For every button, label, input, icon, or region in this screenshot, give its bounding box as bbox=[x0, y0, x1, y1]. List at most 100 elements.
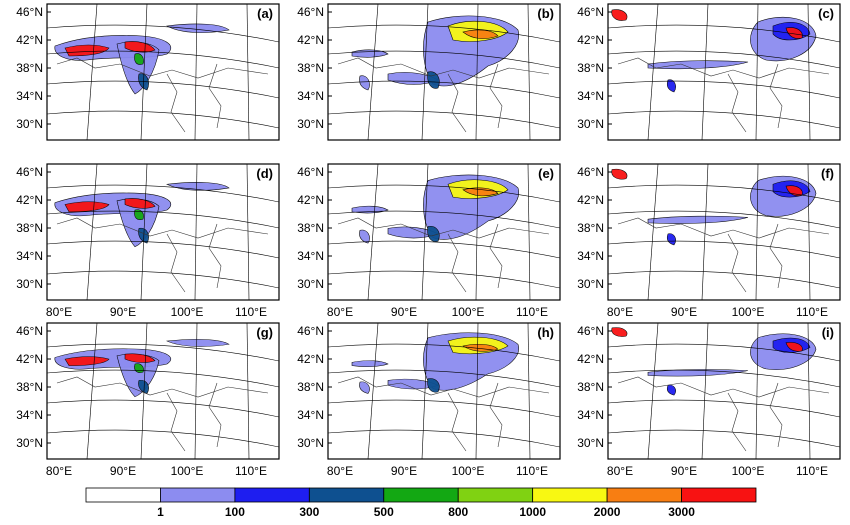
colorbar-swatch bbox=[532, 487, 608, 503]
lon-label: 90°E bbox=[671, 464, 697, 478]
colorbar-swatch bbox=[383, 487, 459, 503]
longitude-line bbox=[246, 164, 250, 300]
latitude-line bbox=[47, 270, 279, 289]
lat-label: 46°N bbox=[297, 324, 324, 338]
latitude-line bbox=[608, 110, 840, 129]
lon-label: 80°E bbox=[327, 305, 353, 319]
lat-label: 30°N bbox=[577, 436, 604, 450]
rain-shading bbox=[647, 60, 749, 70]
longitude-line bbox=[755, 164, 759, 300]
lat-label: 34°N bbox=[16, 89, 43, 103]
lon-label: 80°E bbox=[607, 464, 633, 478]
province-border bbox=[56, 217, 269, 293]
panel-label: (h) bbox=[537, 325, 554, 340]
longitude-line bbox=[367, 323, 379, 459]
lon-label: 110°E bbox=[796, 305, 828, 319]
longitude-line bbox=[701, 164, 709, 300]
lon-label: 110°E bbox=[796, 464, 828, 478]
latitude-line bbox=[608, 429, 840, 448]
lon-label: 100°E bbox=[452, 305, 485, 319]
colorbar-swatch bbox=[85, 487, 161, 503]
province-border bbox=[337, 376, 550, 452]
panel-label: (a) bbox=[257, 6, 273, 21]
latitude-line bbox=[47, 210, 279, 229]
rain-shading bbox=[166, 339, 230, 347]
longitude-line bbox=[367, 4, 379, 140]
rain-shading bbox=[134, 53, 144, 65]
rain-shading bbox=[611, 168, 628, 180]
lat-label: 30°N bbox=[577, 277, 604, 291]
longitude-line bbox=[807, 323, 811, 459]
lat-label: 46°N bbox=[297, 5, 324, 19]
rain-shading bbox=[64, 356, 110, 366]
rain-shading bbox=[359, 381, 370, 394]
latitude-line bbox=[47, 429, 279, 448]
rain-shading bbox=[462, 187, 499, 197]
lat-label: 34°N bbox=[16, 408, 43, 422]
colorbar-label: 500 bbox=[374, 505, 394, 519]
lon-label: 100°E bbox=[452, 464, 485, 478]
colorbar-swatch bbox=[160, 487, 236, 503]
rain-shading bbox=[124, 198, 156, 209]
map-panel-d: (d) 46°N 42°N 38°N 34°N 30°N80°E 90°E 100°E 110°… bbox=[16, 163, 280, 319]
latitude-line bbox=[608, 270, 840, 289]
map-panel-b: (b) 46°N 42°N 38°N 34°N 30°N bbox=[297, 3, 561, 141]
lat-label: 38°N bbox=[16, 380, 43, 394]
latitude-line bbox=[47, 343, 279, 362]
lat-label: 30°N bbox=[16, 117, 43, 131]
rain-shading bbox=[611, 9, 628, 21]
latitude-line bbox=[47, 50, 279, 69]
longitude-line bbox=[86, 4, 98, 140]
lat-label: 34°N bbox=[297, 408, 324, 422]
colorbar-swatch bbox=[681, 487, 757, 503]
longitude-line bbox=[527, 164, 531, 300]
longitude-line bbox=[701, 4, 709, 140]
latitude-line bbox=[47, 80, 279, 99]
lon-label: 90°E bbox=[110, 305, 136, 319]
latitude-line bbox=[608, 210, 840, 229]
longitude-line bbox=[701, 323, 709, 459]
lat-label: 34°N bbox=[297, 89, 324, 103]
lat-label: 42°N bbox=[577, 193, 604, 207]
panel-frame bbox=[46, 322, 280, 460]
lat-label: 46°N bbox=[16, 5, 43, 19]
lon-label: 90°E bbox=[391, 464, 417, 478]
longitude-line bbox=[807, 164, 811, 300]
province-border bbox=[337, 57, 550, 133]
rain-shading bbox=[666, 79, 676, 93]
lat-label: 38°N bbox=[16, 61, 43, 75]
rain-shading bbox=[359, 229, 370, 244]
lon-label: 110°E bbox=[516, 305, 548, 319]
lon-label: 80°E bbox=[607, 305, 633, 319]
lat-label: 34°N bbox=[297, 249, 324, 263]
latitude-line bbox=[608, 24, 840, 43]
lat-label: 46°N bbox=[577, 165, 604, 179]
colorbar-label: 1000 bbox=[519, 505, 546, 519]
lat-label: 42°N bbox=[297, 352, 324, 366]
latitude-line bbox=[328, 240, 560, 259]
rain-shading bbox=[427, 378, 440, 393]
lat-label: 42°N bbox=[297, 33, 324, 47]
lat-label: 30°N bbox=[577, 117, 604, 131]
lat-label: 30°N bbox=[297, 277, 324, 291]
lat-label: 34°N bbox=[577, 249, 604, 263]
map-panel-e: (e) 46°N 42°N 38°N 34°N 30°N80°E 90°E 100°E 110°… bbox=[297, 163, 561, 319]
lat-label: 46°N bbox=[577, 5, 604, 19]
longitude-line bbox=[194, 323, 198, 459]
latitude-line bbox=[328, 429, 560, 448]
latitude-line bbox=[47, 184, 279, 203]
longitude-line bbox=[140, 323, 148, 459]
rain-shading bbox=[462, 29, 499, 39]
lat-label: 30°N bbox=[16, 436, 43, 450]
latitude-line bbox=[608, 240, 840, 259]
latitude-line bbox=[328, 24, 560, 43]
lon-label: 100°E bbox=[732, 305, 765, 319]
colorbar-label: 100 bbox=[225, 505, 245, 519]
lon-label: 90°E bbox=[110, 464, 136, 478]
colorbar-label: 2000 bbox=[594, 505, 621, 519]
latitude-line bbox=[47, 240, 279, 259]
lon-label: 90°E bbox=[671, 305, 697, 319]
latitude-line bbox=[328, 184, 560, 203]
lat-label: 34°N bbox=[577, 408, 604, 422]
